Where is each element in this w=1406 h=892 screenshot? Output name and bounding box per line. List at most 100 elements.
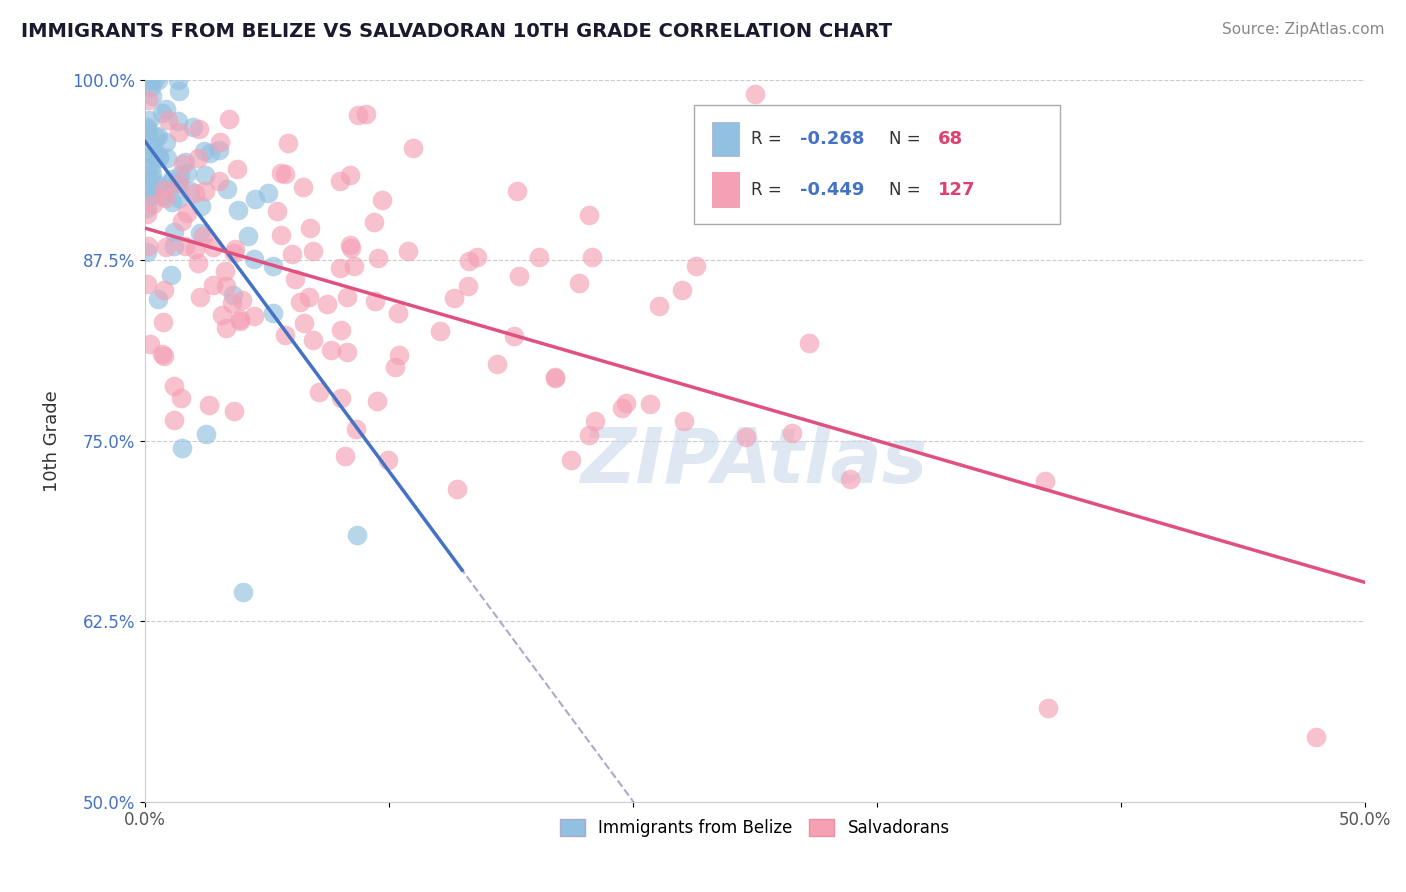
Point — [543, 371, 565, 385]
Point — [138, 180, 160, 194]
Point — [457, 278, 479, 293]
Point — [458, 254, 481, 268]
Point — [141, 171, 163, 186]
Point — [290, 295, 312, 310]
Point — [292, 316, 315, 330]
Point — [224, 404, 246, 418]
Point — [224, 242, 246, 256]
Point — [181, 120, 204, 134]
Point — [527, 250, 550, 264]
Point — [648, 299, 671, 313]
Point — [142, 139, 165, 153]
Point — [150, 188, 173, 202]
Text: 127: 127 — [938, 181, 976, 199]
Point — [298, 220, 321, 235]
Point — [167, 73, 190, 87]
Point — [387, 306, 409, 320]
Point — [153, 349, 176, 363]
Point — [581, 250, 603, 264]
Point — [217, 181, 239, 195]
Point — [209, 135, 232, 149]
Point — [194, 426, 217, 441]
Point — [270, 228, 292, 243]
Text: -0.268: -0.268 — [800, 130, 865, 148]
Point — [187, 151, 209, 165]
Point — [141, 167, 163, 181]
Point — [188, 226, 211, 240]
Text: IMMIGRANTS FROM BELIZE VS SALVADORAN 10TH GRADE CORRELATION CHART: IMMIGRANTS FROM BELIZE VS SALVADORAN 10T… — [21, 22, 893, 41]
Point — [146, 292, 169, 306]
Point — [839, 472, 862, 486]
Point — [193, 228, 215, 243]
Point — [226, 202, 249, 217]
Point — [346, 527, 368, 541]
Point — [174, 239, 197, 253]
Point — [170, 441, 193, 455]
Point — [153, 191, 176, 205]
Point — [159, 176, 181, 190]
Point — [388, 347, 411, 361]
Point — [292, 179, 315, 194]
Point — [366, 394, 388, 409]
Point — [163, 379, 186, 393]
Point — [443, 291, 465, 305]
Point — [179, 184, 201, 198]
Point — [329, 174, 352, 188]
Point — [138, 127, 160, 141]
Point — [685, 259, 707, 273]
Point — [188, 290, 211, 304]
Point — [193, 144, 215, 158]
Text: R =: R = — [751, 181, 782, 199]
Point — [363, 215, 385, 229]
Point — [167, 113, 190, 128]
Point — [141, 189, 163, 203]
Point — [1033, 474, 1056, 488]
Point — [225, 161, 247, 176]
Point — [153, 283, 176, 297]
Point — [136, 239, 159, 253]
Point — [224, 245, 246, 260]
Point — [146, 149, 169, 163]
Point — [142, 73, 165, 87]
Point — [266, 203, 288, 218]
Point — [384, 360, 406, 375]
Point — [398, 244, 420, 258]
Text: -0.449: -0.449 — [800, 181, 865, 199]
Point — [214, 264, 236, 278]
Point — [367, 251, 389, 265]
Point — [1305, 730, 1327, 744]
Point — [344, 422, 367, 436]
Point — [141, 147, 163, 161]
Point — [176, 206, 198, 220]
Point — [370, 193, 392, 207]
Point — [229, 314, 252, 328]
Point — [198, 398, 221, 412]
Point — [308, 385, 330, 400]
Point — [183, 242, 205, 256]
Point — [162, 225, 184, 239]
Point — [506, 184, 529, 198]
Point — [136, 120, 159, 135]
Point — [274, 167, 297, 181]
Text: Source: ZipAtlas.com: Source: ZipAtlas.com — [1222, 22, 1385, 37]
Point — [343, 259, 366, 273]
Point — [207, 143, 229, 157]
Point — [281, 247, 304, 261]
Point — [568, 277, 591, 291]
Point — [354, 107, 377, 121]
Point — [262, 259, 284, 273]
Point — [222, 288, 245, 302]
Point — [152, 315, 174, 329]
Point — [232, 585, 254, 599]
Point — [136, 184, 159, 198]
Point — [1036, 700, 1059, 714]
FancyBboxPatch shape — [713, 122, 740, 156]
Point — [136, 277, 159, 291]
Point — [215, 278, 238, 293]
Point — [336, 290, 359, 304]
FancyBboxPatch shape — [695, 105, 1060, 224]
Point — [734, 430, 756, 444]
Point — [155, 240, 177, 254]
Point — [208, 174, 231, 188]
Text: ZIPAtlas: ZIPAtlas — [581, 425, 928, 500]
